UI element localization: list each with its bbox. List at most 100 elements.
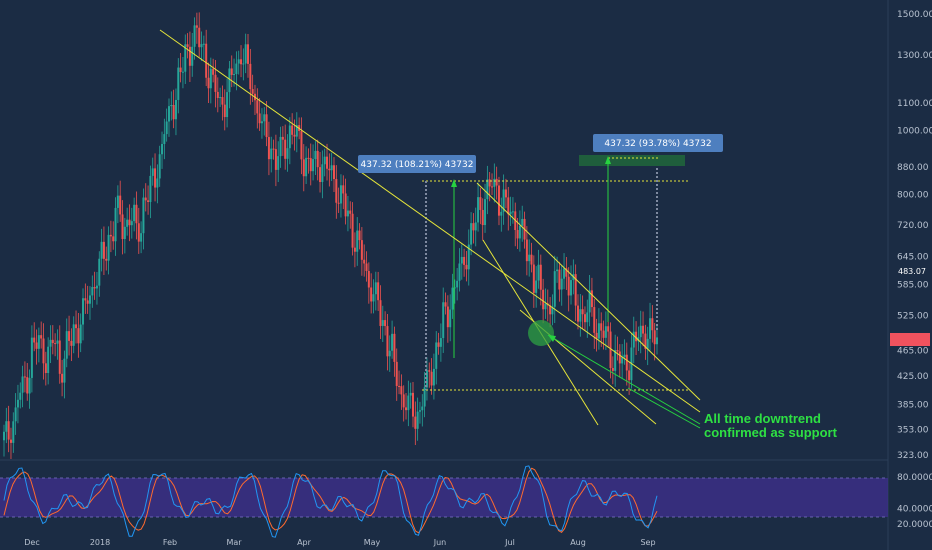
candle-body (525, 239, 528, 262)
candle-body (595, 332, 598, 339)
candle-body (353, 247, 356, 252)
candle-body (314, 150, 317, 160)
candle-body (556, 269, 559, 272)
candle-body (163, 134, 166, 145)
candle-body (623, 354, 626, 358)
candle-body (583, 314, 586, 323)
candle-body (42, 338, 45, 364)
candle-body (305, 157, 308, 177)
candle-body (593, 307, 596, 333)
candle-body (416, 411, 419, 429)
candle-body (574, 274, 577, 306)
candle-body (502, 189, 505, 212)
candle-body (207, 77, 210, 89)
price-tick-2: 1100.00 (897, 99, 932, 109)
candle-body (26, 377, 29, 394)
candle-body (172, 105, 175, 120)
candle-body (432, 368, 435, 386)
time-label-9: Sep (640, 538, 655, 547)
candle-body (330, 165, 333, 171)
measure-2-arrowhead (605, 156, 611, 164)
candle-body (590, 290, 593, 308)
time-label-0: Dec (24, 538, 39, 547)
candle-body (126, 219, 129, 227)
price-tick-4: 880.00 (897, 163, 929, 173)
candle-body (518, 225, 521, 239)
candle-body (539, 264, 542, 290)
candle-body (3, 431, 5, 441)
candle-body (477, 197, 480, 223)
candle-body (563, 268, 566, 279)
candle-body (430, 371, 433, 386)
price-tick-1: 1300.00 (897, 51, 932, 61)
candle-body (398, 385, 401, 387)
candle-body (156, 178, 159, 188)
time-label-2: Feb (163, 538, 177, 547)
candle-body (323, 156, 326, 165)
candle-body (332, 165, 335, 180)
candle-body (84, 298, 87, 301)
candle-body (551, 306, 554, 315)
stochastic-tick-2: 20.0000 (897, 520, 932, 530)
note-pointer-1 (547, 334, 701, 425)
candle-body (98, 258, 101, 286)
stochastic-band (0, 478, 888, 517)
stochastic-k-line (3, 465, 658, 538)
candle-body (188, 46, 191, 66)
candle-body (637, 337, 640, 342)
candle-body (326, 156, 329, 169)
candle-body (349, 210, 352, 214)
candle-body (258, 113, 261, 124)
candle-body (342, 185, 345, 194)
candle-body (363, 259, 366, 264)
candle-body (33, 337, 36, 343)
candle-body (356, 230, 359, 252)
candle-body (30, 337, 33, 378)
candle-body (256, 100, 259, 114)
candle-body (286, 148, 289, 159)
candle-body (479, 197, 482, 210)
candle-body (237, 59, 240, 64)
candle-body (411, 392, 414, 417)
candle-body (63, 358, 66, 383)
candle-body (451, 287, 454, 310)
candle-body (588, 290, 591, 313)
candle-body (530, 254, 533, 265)
candle-body (167, 106, 170, 122)
candle-body (267, 137, 270, 160)
candle-body (77, 328, 80, 344)
price-tick-9: 525.00 (897, 311, 929, 321)
candle-body (119, 195, 122, 215)
candle-body (312, 159, 315, 172)
candle-body (321, 164, 324, 183)
candle-body (23, 376, 26, 378)
candle-body (12, 421, 15, 443)
candle-body (265, 114, 268, 138)
price-tick-10: 465.00 (897, 346, 929, 356)
time-label-3: Mar (226, 538, 242, 547)
candle-body (384, 320, 387, 327)
candle-body (346, 210, 349, 217)
candle-body (95, 285, 98, 289)
note-line-1: All time downtrend (704, 411, 821, 426)
candle-body (309, 158, 312, 172)
candle-body (54, 343, 57, 345)
candle-body (300, 131, 303, 160)
price-tick-5: 800.00 (897, 191, 929, 201)
candle-body (235, 63, 238, 75)
candle-body (456, 280, 459, 288)
candle-body (649, 318, 652, 339)
price-tick-11: 425.00 (897, 372, 929, 382)
candle-body (16, 399, 19, 408)
time-axis-labels: Dec 2018 Feb Mar Apr May Jun Jul Aug Sep (24, 538, 655, 547)
price-tick-3: 1000.00 (897, 126, 932, 136)
candle-body (133, 204, 136, 222)
candle-body (500, 211, 503, 216)
candle-body (576, 305, 579, 322)
candle-body (377, 282, 380, 301)
candle-body (581, 309, 584, 315)
candle-body (202, 43, 205, 45)
candle-body (465, 264, 468, 270)
candle-body (542, 289, 545, 310)
